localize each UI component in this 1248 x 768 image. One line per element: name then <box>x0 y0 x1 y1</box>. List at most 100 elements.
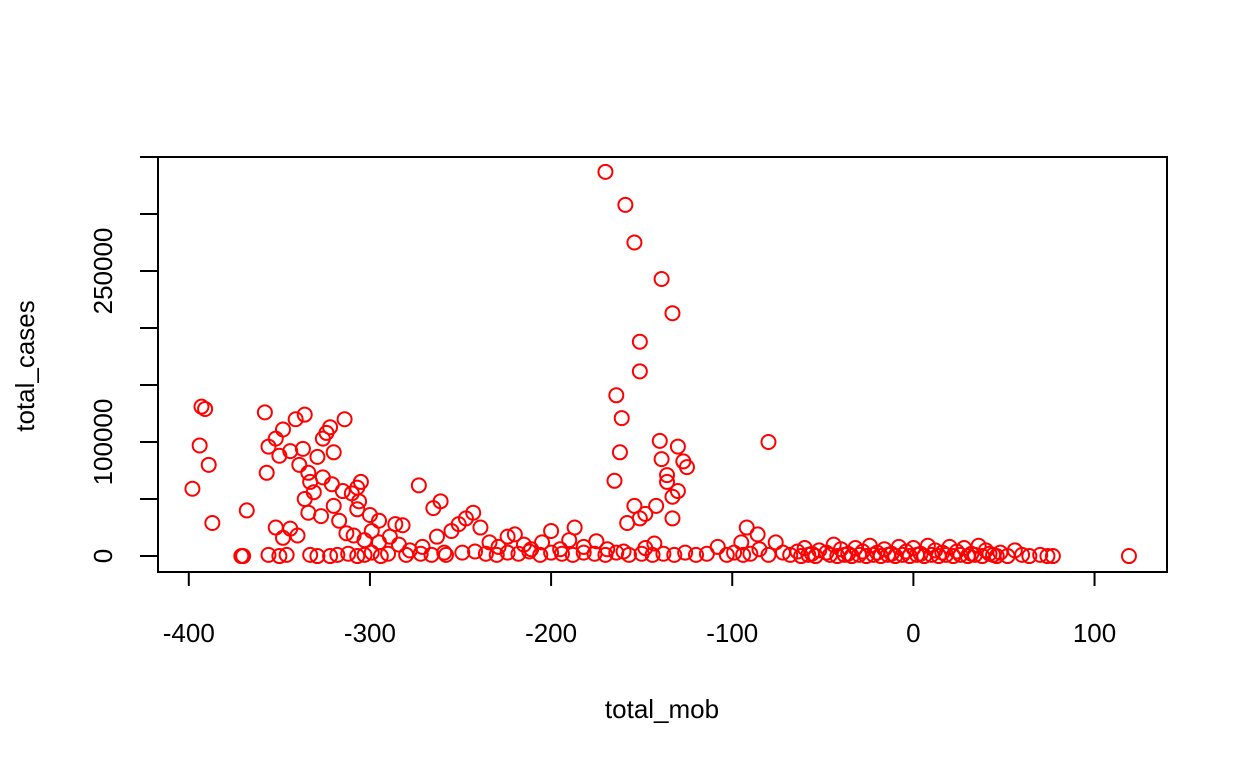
data-point <box>575 544 592 561</box>
x-tick-label: 0 <box>906 618 920 648</box>
data-point <box>981 545 998 562</box>
data-point <box>648 497 665 514</box>
data-point <box>564 546 581 563</box>
data-point <box>313 508 330 525</box>
data-point <box>651 432 668 449</box>
data-point <box>534 534 551 551</box>
data-point <box>688 546 705 563</box>
data-point <box>184 480 201 497</box>
data-point <box>271 447 288 464</box>
data-point <box>363 522 380 539</box>
data-point <box>274 529 291 546</box>
data-point <box>291 456 308 473</box>
data-point <box>659 473 676 490</box>
data-point <box>506 526 523 543</box>
data-point <box>325 444 342 461</box>
data-point <box>432 493 449 510</box>
data-point <box>349 548 366 565</box>
data-point <box>742 545 759 562</box>
data-point <box>197 400 214 417</box>
data-point <box>258 464 275 481</box>
data-point <box>338 525 355 542</box>
data-point <box>488 546 505 563</box>
data-point <box>669 438 686 455</box>
data-point <box>412 545 429 562</box>
data-point <box>438 546 455 563</box>
data-point <box>296 406 313 423</box>
data-point <box>1039 548 1056 565</box>
data-point <box>294 440 311 457</box>
data-point <box>381 528 398 545</box>
data-point <box>606 472 623 489</box>
x-tick-label: -200 <box>525 618 577 648</box>
data-point <box>566 519 583 536</box>
data-point <box>465 504 482 521</box>
data-point <box>398 546 415 563</box>
data-point <box>586 545 603 562</box>
data-point <box>633 545 650 562</box>
data-point <box>191 437 208 454</box>
data-point <box>499 528 516 545</box>
data-point <box>608 387 625 404</box>
data-point <box>477 545 494 562</box>
data-point <box>653 270 670 287</box>
x-axis: -400 -300 -200 -100 0 100 <box>163 571 1116 648</box>
data-point <box>428 528 445 545</box>
data-point <box>709 538 726 555</box>
data-point <box>637 505 654 522</box>
data-point <box>532 546 549 563</box>
data-point <box>619 514 636 531</box>
data-point <box>193 398 210 415</box>
data-point <box>363 544 380 561</box>
data-point <box>543 522 560 539</box>
data-point <box>735 546 752 563</box>
data-point <box>322 419 339 436</box>
data-point <box>669 483 686 500</box>
y-tick-label: 100000 <box>88 399 118 486</box>
data-point <box>611 444 628 461</box>
data-point <box>631 333 648 350</box>
data-point <box>626 234 643 251</box>
data-point <box>499 544 516 561</box>
data-point <box>510 545 527 562</box>
x-axis-title: total_mob <box>605 694 719 724</box>
data-point <box>521 543 538 560</box>
data-point <box>472 519 489 536</box>
data-point <box>760 434 777 451</box>
y-tick-label: 250000 <box>88 228 118 315</box>
y-tick-label: 0 <box>88 549 118 563</box>
data-point <box>260 546 277 563</box>
data-point <box>659 467 676 484</box>
data-point <box>481 534 498 551</box>
data-point <box>664 305 681 322</box>
data-point <box>394 517 411 534</box>
data-point <box>287 411 304 428</box>
data-point <box>414 538 431 555</box>
data-point <box>678 459 695 476</box>
data-point <box>749 526 766 543</box>
data-point <box>309 448 326 465</box>
data-point <box>336 411 353 428</box>
data-point <box>274 421 291 438</box>
data-point <box>372 548 389 565</box>
data-point <box>302 546 319 563</box>
data-point <box>235 548 252 565</box>
data-point <box>1120 548 1137 565</box>
data-point <box>1032 546 1049 563</box>
data-point <box>666 546 683 563</box>
data-point <box>767 534 784 551</box>
data-point <box>588 533 605 550</box>
data-point <box>380 545 397 562</box>
data-point <box>467 543 484 560</box>
data-point <box>782 546 799 563</box>
data-point <box>296 491 313 508</box>
data-point <box>553 545 570 562</box>
data-point <box>256 404 273 421</box>
data-point <box>653 451 670 468</box>
data-point <box>988 548 1005 565</box>
data-point <box>345 527 362 544</box>
data-point <box>646 535 663 552</box>
y-axis: 0 100000 250000 <box>88 156 159 563</box>
data-point <box>340 545 357 562</box>
